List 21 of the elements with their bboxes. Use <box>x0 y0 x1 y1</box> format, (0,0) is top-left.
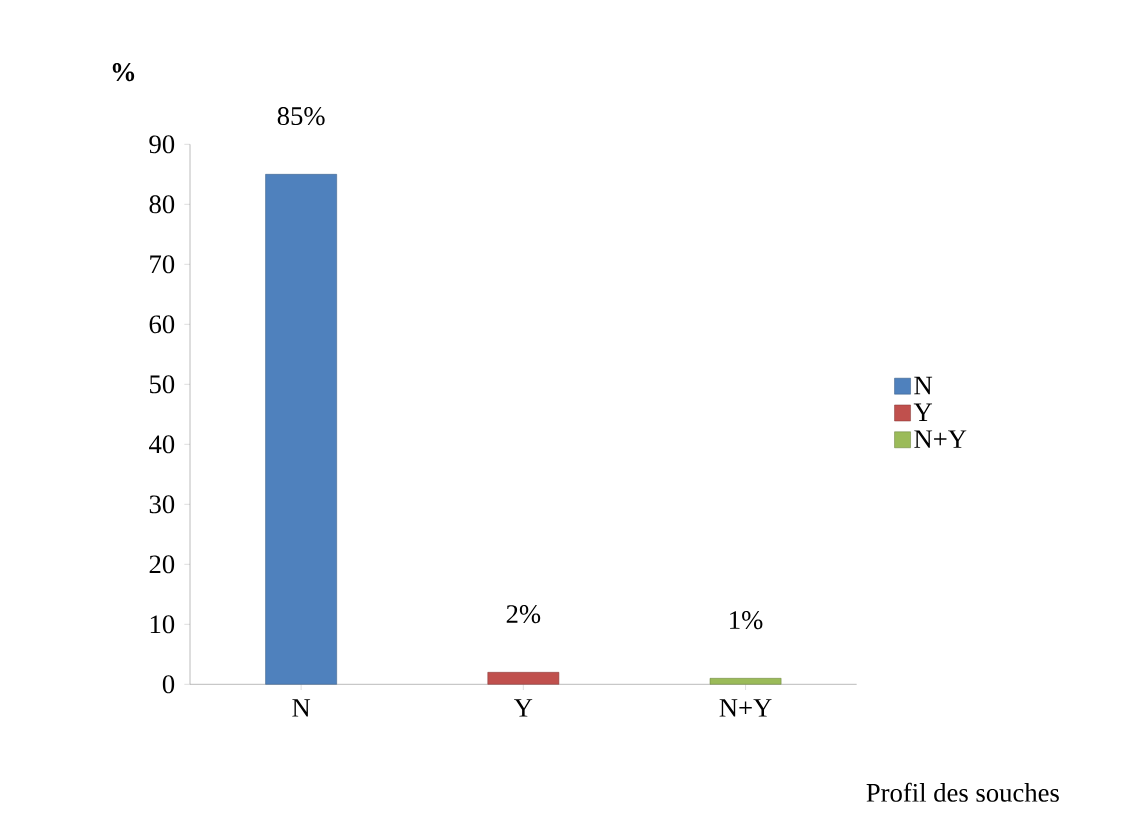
x-tick-label: N+Y <box>719 699 772 717</box>
y-tick-label: 60 <box>149 315 175 334</box>
x-tick-label: Y <box>514 699 533 717</box>
x-axis-title: Profil des souches <box>866 782 1059 802</box>
legend-label: Y <box>913 403 933 422</box>
legend-label: N+Y <box>914 430 967 448</box>
y-tick-label: 40 <box>149 435 175 454</box>
y-tick-label: 20 <box>149 555 175 574</box>
y-tick-label: 50 <box>150 375 175 394</box>
data-label: 1% <box>730 611 763 630</box>
y-tick-label: 10 <box>150 615 175 634</box>
y-tick-label: 0 <box>162 675 175 694</box>
data-label: 2% <box>506 605 541 624</box>
y-tick-label: 80 <box>149 195 175 214</box>
y-axis-title: % <box>112 63 135 82</box>
y-tick-label: 90 <box>149 135 175 154</box>
y-tick-label: 30 <box>149 495 175 514</box>
data-label: 85% <box>277 107 325 126</box>
y-tick-label: 70 <box>150 255 175 274</box>
x-tick-label: N <box>292 699 311 717</box>
legend-label: N <box>914 376 933 395</box>
